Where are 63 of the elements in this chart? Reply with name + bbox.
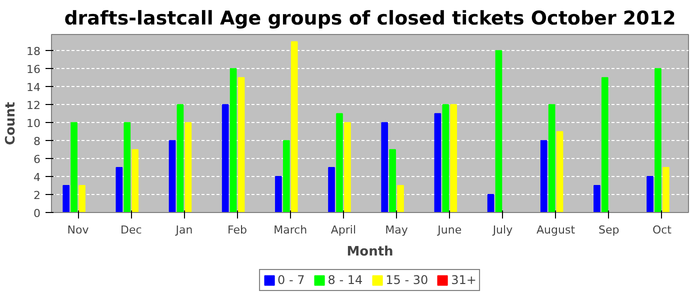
- bar: [601, 77, 608, 212]
- bar: [594, 185, 600, 212]
- bar: [132, 149, 139, 212]
- bar: [78, 185, 86, 212]
- bar: [238, 77, 245, 212]
- bar: [230, 68, 237, 212]
- bar: [70, 122, 78, 212]
- x-tick-label: Nov: [67, 224, 90, 236]
- bar: [540, 140, 548, 212]
- y-tick-label: 0: [34, 207, 40, 220]
- bar: [275, 176, 282, 212]
- x-axis-title: Month: [346, 244, 394, 260]
- bar: [344, 122, 351, 212]
- bar: [381, 122, 388, 212]
- y-tick-label: 14: [26, 81, 41, 94]
- x-tick-label: May: [385, 224, 408, 236]
- legend-label: 15 - 30: [386, 273, 428, 287]
- chart-title: drafts-lastcall Age groups of closed tickets October 2012: [64, 8, 676, 30]
- bar: [124, 122, 131, 212]
- x-tick-label: Jan: [174, 224, 193, 236]
- bar: [62, 185, 70, 212]
- x-tick-label: Dec: [120, 224, 142, 236]
- y-tick-label: 4: [34, 171, 40, 184]
- legend-label: 0 - 7: [278, 273, 305, 287]
- bar: [654, 68, 662, 212]
- bar: [168, 140, 176, 212]
- bar: [184, 122, 192, 212]
- bar: [548, 104, 556, 212]
- x-tick-label: March: [274, 224, 308, 236]
- bar: [336, 113, 343, 212]
- x-tick-label: Sep: [598, 224, 620, 236]
- bar: [282, 140, 290, 212]
- bar: [389, 149, 396, 212]
- bar: [646, 176, 654, 212]
- x-tick-label: Oct: [652, 224, 672, 236]
- y-axis-title: Count: [4, 102, 19, 146]
- bar: [328, 167, 335, 212]
- y-tick-label: 12: [26, 99, 41, 112]
- x-tick-label: Feb: [228, 224, 248, 236]
- y-tick-label: 16: [26, 63, 41, 76]
- y-tick-label: 6: [34, 153, 40, 166]
- bar: [116, 167, 123, 212]
- legend-label: 31+: [451, 273, 476, 287]
- bar: [662, 167, 670, 212]
- bar: [556, 131, 564, 212]
- bar: [495, 50, 502, 212]
- bar: [176, 104, 184, 212]
- bar: [450, 104, 458, 212]
- bar: [434, 113, 442, 212]
- y-tick-label: 10: [26, 117, 41, 130]
- y-tick-label: 2: [34, 189, 40, 202]
- y-tick-label: 18: [26, 45, 41, 58]
- x-tick-label: April: [330, 224, 356, 236]
- bar: [487, 194, 494, 212]
- bar: [397, 185, 404, 212]
- x-tick-label: July: [492, 224, 514, 236]
- legend-label: 8 - 14: [328, 273, 363, 287]
- bar: [290, 41, 298, 212]
- y-tick-label: 8: [34, 135, 40, 148]
- bar: [442, 104, 450, 212]
- x-tick-label: August: [536, 224, 576, 236]
- x-tick-label: June: [436, 224, 462, 236]
- bar: [222, 104, 229, 212]
